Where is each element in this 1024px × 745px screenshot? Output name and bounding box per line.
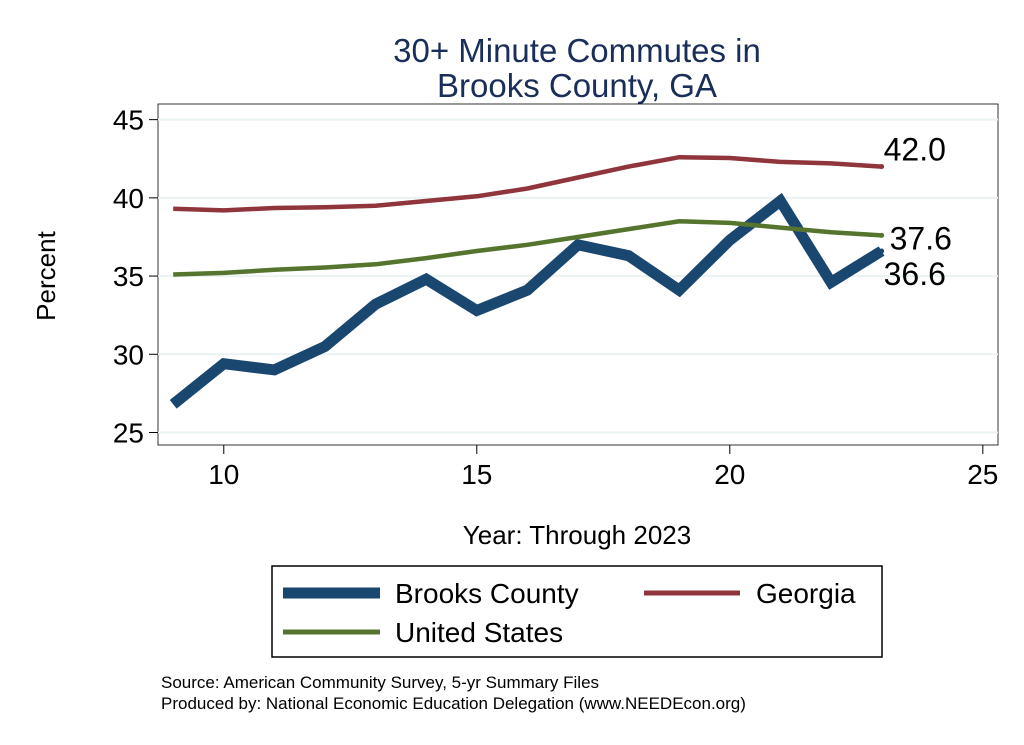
chart-title-line-1: 30+ Minute Commutes in bbox=[393, 32, 761, 69]
x-tick-label: 20 bbox=[714, 459, 745, 490]
end-label-brooks-county: 36.6 bbox=[884, 256, 946, 292]
end-label-united-states: 37.6 bbox=[890, 220, 952, 256]
end-labels: 36.6 42.0 37.6 bbox=[884, 132, 952, 292]
source-note: Source: American Community Survey, 5-yr … bbox=[161, 673, 599, 692]
legend-label-brooks-county: Brooks County bbox=[395, 578, 579, 609]
end-point-united-states bbox=[879, 232, 885, 238]
end-label-georgia: 42.0 bbox=[884, 132, 946, 168]
y-tick-label: 40 bbox=[113, 183, 144, 214]
legend-label-united-states: United States bbox=[395, 617, 563, 648]
chart-title-line-2: Brooks County, GA bbox=[437, 67, 717, 104]
y-tick-label: 45 bbox=[113, 105, 144, 136]
end-point-georgia bbox=[879, 164, 885, 170]
y-axis-label: Percent bbox=[31, 230, 61, 320]
x-axis-label: Year: Through 2023 bbox=[463, 520, 691, 550]
x-tick-label: 15 bbox=[461, 459, 492, 490]
legend-box bbox=[271, 565, 883, 658]
legend-label-georgia: Georgia bbox=[756, 578, 856, 609]
series-line-brooks-county bbox=[169, 192, 885, 409]
produced-by-note: Produced by: National Economic Education… bbox=[161, 694, 746, 713]
x-tick-label: 25 bbox=[967, 459, 998, 490]
y-tick-label: 30 bbox=[113, 339, 144, 370]
y-tick-label: 25 bbox=[113, 417, 144, 448]
y-tick-label: 35 bbox=[113, 261, 144, 292]
x-tick-label: 10 bbox=[208, 459, 239, 490]
plot-area bbox=[157, 103, 999, 446]
series-lines bbox=[169, 154, 885, 409]
series-line-united-states bbox=[173, 219, 882, 277]
end-point-brooks-county bbox=[879, 248, 885, 254]
series-line-georgia bbox=[173, 154, 882, 213]
axes: 25 30 35 40 45 10 15 20 25 bbox=[113, 105, 999, 490]
